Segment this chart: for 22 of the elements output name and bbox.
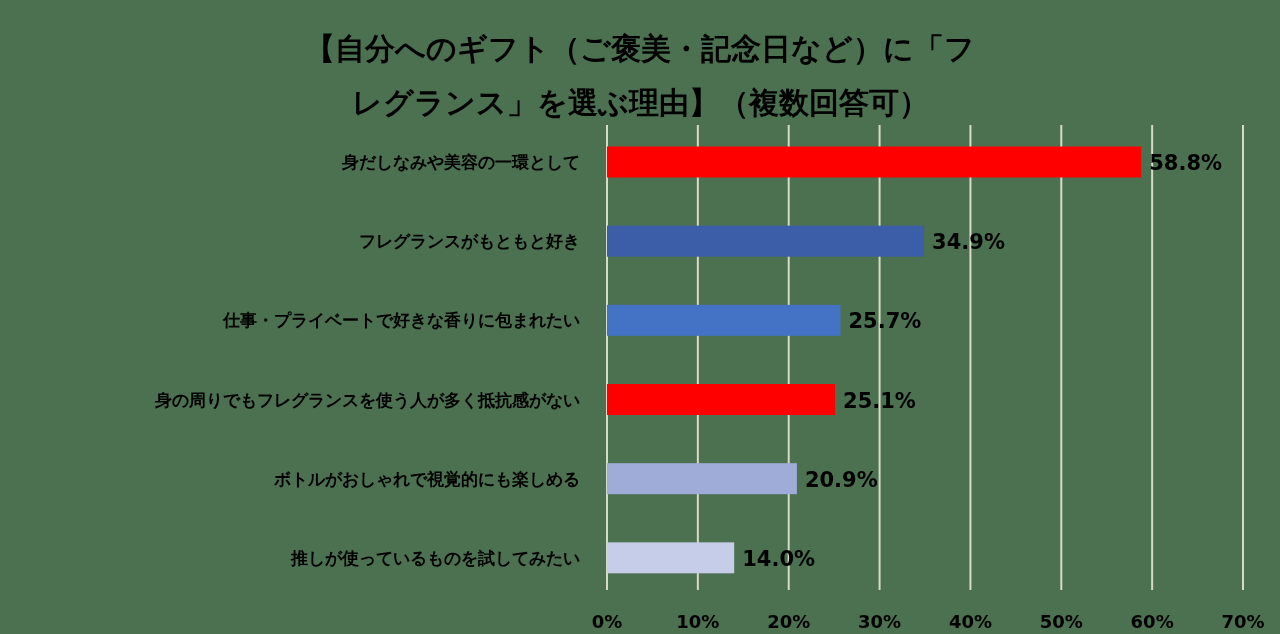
y-tick-label: 身の周りでもフレグランスを使う人が多く抵抗感がない	[154, 389, 580, 410]
x-tick-label: 40%	[948, 611, 992, 632]
bar	[607, 146, 1142, 178]
x-tick-label: 10%	[676, 611, 720, 632]
chart-title: 【自分へのギフト（ご褒美・記念日など）に「フレグランス」を選ぶ理由】（複数回答可）	[304, 30, 976, 122]
data-label: 20.9%	[804, 467, 878, 492]
x-tick-label: 70%	[1221, 611, 1265, 632]
bar	[607, 463, 797, 495]
bar	[607, 542, 735, 574]
bar	[607, 304, 841, 336]
y-tick-label: ボトルがおしゃれで視覚的にも楽しめる	[273, 468, 580, 489]
x-tick-label: 30%	[858, 611, 902, 632]
x-tick-label: 0%	[591, 611, 623, 632]
y-tick-label: 仕事・プライベートで好きな香りに包まれたい	[222, 310, 580, 331]
y-tick-label: 身だしなみや美容の一環として	[341, 152, 580, 172]
bar	[607, 225, 925, 257]
x-tick-label: 60%	[1130, 611, 1174, 632]
y-tick-label: 推しが使っているものを試してみたい	[290, 547, 580, 568]
x-tick-label: 50%	[1039, 611, 1083, 632]
x-tick-label: 20%	[767, 611, 811, 632]
y-tick-label: フレグランスがもともと好き	[359, 231, 580, 252]
bar	[607, 384, 836, 415]
